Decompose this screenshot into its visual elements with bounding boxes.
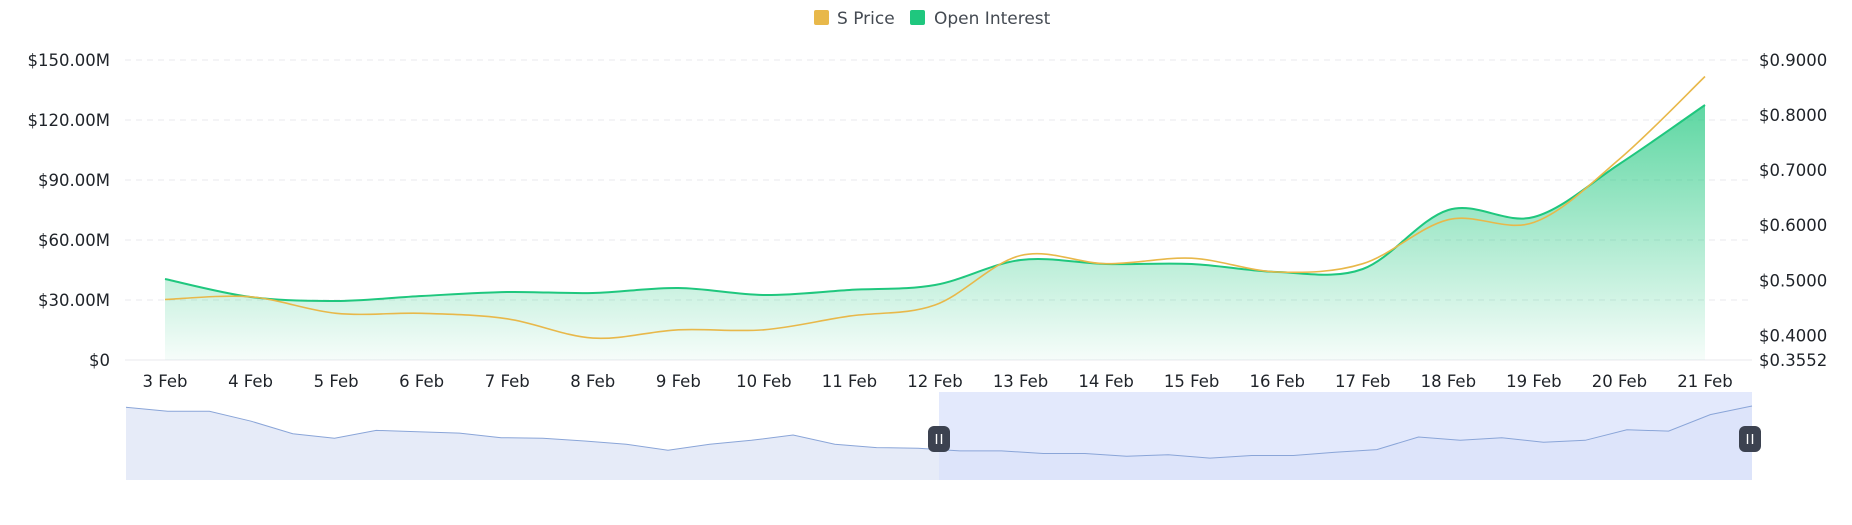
handle-grip[interactable]: [1739, 426, 1761, 452]
x-axis-tick-label: 21 Feb: [1677, 372, 1732, 391]
x-axis-tick-label: 14 Feb: [1078, 372, 1133, 391]
legend-price-label: S Price: [837, 9, 895, 29]
x-axis-tick-label: 6 Feb: [399, 372, 444, 391]
left-axis-tick-label: $60.00M: [38, 231, 110, 250]
open-interest-line[interactable]: [164, 104, 1706, 303]
legend-item-price[interactable]: S Price: [814, 9, 895, 29]
x-axis-tick-label: 18 Feb: [1421, 372, 1476, 391]
x-axis: 3 Feb 4 Feb 5 Feb 6 Feb 7 Feb 8 Feb 9 Feb 10 Fe…: [143, 372, 1733, 391]
x-axis-tick-label: 9 Feb: [656, 372, 701, 391]
navigator-selection[interactable]: [939, 392, 1752, 480]
navigator-right-handle[interactable]: [1739, 426, 1761, 452]
left-y-axis: $0 $30.00M $60.00M $90.00M $120.00M $150.00M: [28, 51, 110, 370]
right-axis-tick-label: $0.3552: [1759, 351, 1827, 370]
right-axis-tick-label: $0.4000: [1759, 326, 1827, 345]
handle-grip[interactable]: [928, 426, 950, 452]
legend-price-swatch: [814, 10, 829, 25]
x-axis-tick-label: 19 Feb: [1506, 372, 1561, 391]
x-axis-tick-label: 3 Feb: [143, 372, 188, 391]
x-axis-tick-label: 7 Feb: [485, 372, 530, 391]
right-axis-tick-label: $0.6000: [1759, 216, 1827, 235]
plot-area[interactable]: [164, 75, 1706, 361]
right-y-axis: $0.3552 $0.4000 $0.5000 $0.6000 $0.7000 $0.80…: [1759, 51, 1827, 370]
right-axis-tick-label: $0.7000: [1759, 161, 1827, 180]
x-axis-tick-label: 17 Feb: [1335, 372, 1390, 391]
left-axis-tick-label: $120.00M: [28, 111, 110, 130]
left-axis-tick-label: $30.00M: [38, 291, 110, 310]
x-axis-tick-label: 15 Feb: [1164, 372, 1219, 391]
range-navigator[interactable]: [125, 392, 1761, 480]
right-axis-tick-label: $0.9000: [1759, 51, 1827, 70]
navigator-left-handle[interactable]: [928, 426, 950, 452]
x-axis-tick-label: 4 Feb: [228, 372, 273, 391]
left-axis-tick-label: $0: [89, 351, 110, 370]
price-line[interactable]: [164, 75, 1706, 340]
x-axis-tick-label: 12 Feb: [907, 372, 962, 391]
legend-oi-swatch: [910, 10, 925, 25]
x-axis-tick-label: 16 Feb: [1249, 372, 1304, 391]
x-axis-tick-label: 20 Feb: [1592, 372, 1647, 391]
left-axis-tick-label: $150.00M: [28, 51, 110, 70]
x-axis-tick-label: 11 Feb: [822, 372, 877, 391]
left-axis-tick-label: $90.00M: [38, 171, 110, 190]
x-axis-tick-label: 10 Feb: [736, 372, 791, 391]
legend: S Price Open Interest: [814, 9, 1051, 29]
legend-item-open-interest[interactable]: Open Interest: [910, 9, 1051, 29]
open-interest-area: [165, 105, 1705, 360]
x-axis-tick-label: 8 Feb: [570, 372, 615, 391]
legend-oi-label: Open Interest: [934, 9, 1051, 29]
x-axis-tick-label: 13 Feb: [993, 372, 1048, 391]
x-axis-tick-label: 5 Feb: [314, 372, 359, 391]
right-axis-tick-label: $0.5000: [1759, 271, 1827, 290]
right-axis-tick-label: $0.8000: [1759, 106, 1827, 125]
